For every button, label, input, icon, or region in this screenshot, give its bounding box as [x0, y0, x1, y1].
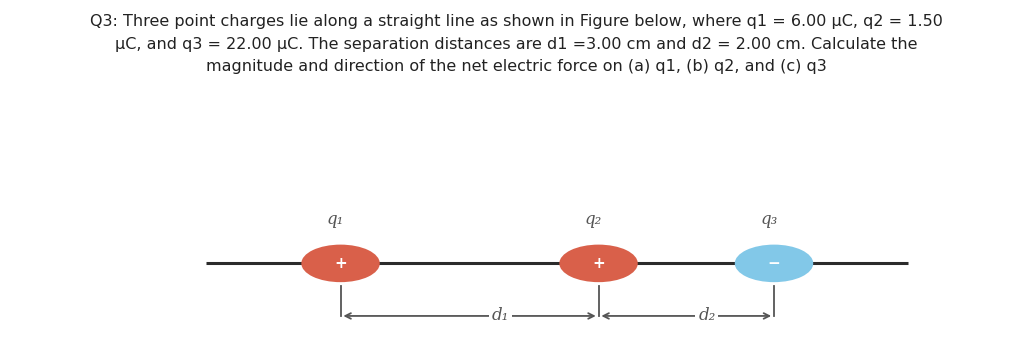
Text: +: +	[592, 256, 605, 271]
Text: q₃: q₃	[761, 211, 777, 228]
Text: q₂: q₂	[585, 211, 602, 228]
Ellipse shape	[559, 245, 638, 282]
Ellipse shape	[735, 245, 813, 282]
Text: Q3: Three point charges lie along a straight line as shown in Figure below, wher: Q3: Three point charges lie along a stra…	[90, 14, 942, 74]
Text: q₁: q₁	[327, 211, 344, 228]
Ellipse shape	[301, 245, 380, 282]
Text: +: +	[334, 256, 347, 271]
Text: d₂: d₂	[699, 308, 715, 325]
Text: d₁: d₁	[492, 308, 509, 325]
Text: −: −	[768, 256, 780, 271]
